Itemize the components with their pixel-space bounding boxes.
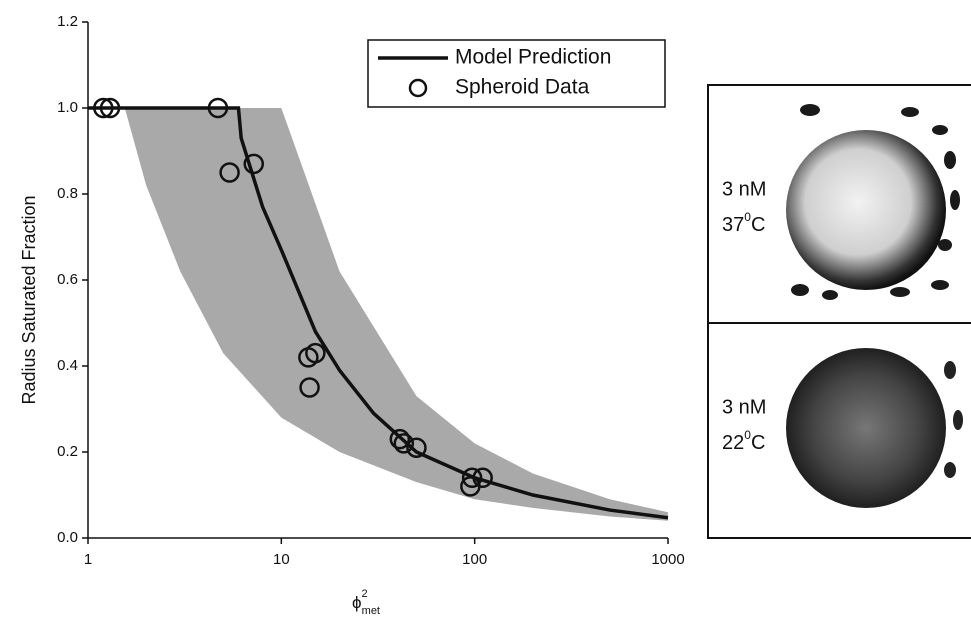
data-point bbox=[393, 433, 415, 454]
data-point bbox=[389, 428, 411, 450]
cell-specks bbox=[944, 361, 963, 478]
data-point bbox=[406, 437, 427, 458]
y-tick-label: 0.0 bbox=[57, 529, 78, 546]
temperature-part: 0 bbox=[744, 428, 751, 442]
data-point bbox=[99, 97, 121, 119]
temperature-part: 22 bbox=[722, 432, 744, 454]
y-tick-label: 0.2 bbox=[57, 443, 78, 460]
x-tick-label: 1 bbox=[84, 551, 92, 568]
panel-temperature: 220C bbox=[722, 428, 765, 454]
data-point bbox=[93, 97, 114, 119]
y-tick-label: 0.6 bbox=[57, 271, 78, 288]
model-line bbox=[88, 106, 669, 520]
data-point bbox=[305, 342, 326, 364]
legend-label: Spheroid Data bbox=[455, 76, 590, 99]
y-tick-label: 1.2 bbox=[57, 13, 78, 30]
panel-concentration: 3 nM bbox=[722, 396, 766, 418]
panel-temperature: 370C bbox=[722, 210, 765, 236]
micrograph-22 bbox=[786, 348, 946, 508]
data-point bbox=[461, 467, 483, 489]
temperature-part: C bbox=[751, 214, 765, 236]
y-axis-label: Radius Saturated Fraction bbox=[19, 195, 39, 404]
x-label-sup: 2 bbox=[362, 588, 368, 600]
panel-concentration: 3 nM bbox=[722, 178, 766, 200]
legend-marker-sample bbox=[408, 78, 428, 98]
x-label-symbol: ϕ bbox=[352, 593, 362, 612]
temperature-part: 37 bbox=[722, 214, 744, 236]
x-label-sub: met bbox=[362, 605, 380, 617]
y-tick-label: 0.4 bbox=[57, 357, 78, 374]
temperature-part: C bbox=[751, 432, 765, 454]
data-point bbox=[219, 162, 240, 183]
x-tick-label: 1000 bbox=[651, 551, 684, 568]
x-tick-label: 10 bbox=[273, 551, 290, 568]
y-tick-label: 0.8 bbox=[57, 185, 78, 202]
data-point bbox=[299, 377, 320, 398]
temperature-part: 0 bbox=[744, 210, 751, 224]
micrograph-37 bbox=[786, 130, 946, 290]
y-tick-label: 1.0 bbox=[57, 99, 78, 116]
data-point bbox=[243, 153, 265, 175]
data-point bbox=[207, 97, 229, 119]
uncertainty-band bbox=[124, 108, 668, 521]
cell-specks bbox=[791, 104, 960, 300]
plot: 0.0 0.2 0.4 0.6 0.8 1.0 1.2 1 10 100 1000 bbox=[57, 13, 685, 568]
x-axis-label: ϕ2 met bbox=[352, 588, 380, 617]
x-tick-label: 100 bbox=[462, 551, 487, 568]
legend-label: Model Prediction bbox=[455, 46, 611, 69]
data-point bbox=[472, 467, 493, 489]
